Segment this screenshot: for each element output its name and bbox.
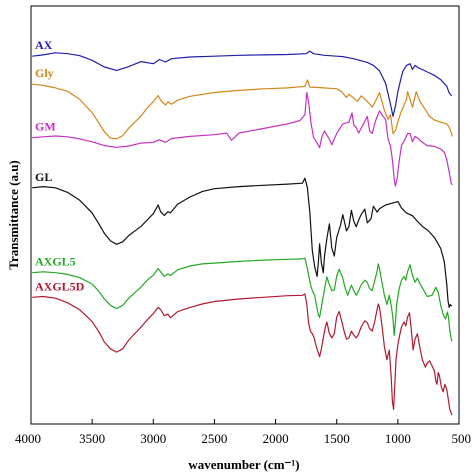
x-tick-label: 3500 (79, 431, 105, 446)
series-line-axgl5 (32, 257, 453, 342)
series-label-gly: Gly (35, 66, 54, 80)
series-line-ax (32, 50, 453, 117)
x-tick-label: 1000 (385, 431, 411, 446)
series-label-gl: GL (35, 170, 52, 184)
y-axis-title: Transmittance (a.u) (6, 160, 21, 270)
series-labels: AX Gly GM GL AXGL5 AXGL5D (35, 38, 85, 293)
x-tick-label: 2000 (263, 431, 289, 446)
x-tick-label: 2500 (201, 431, 227, 446)
series-label-axgl5: AXGL5 (35, 255, 76, 269)
x-axis-title: wavenumber (cm⁻¹) (188, 457, 299, 472)
x-tick-label: 4000 (15, 431, 41, 446)
x-tick-label: 500 (452, 431, 472, 446)
x-tick-label: 1500 (324, 431, 350, 446)
x-axis-ticks: 4000 3500 3000 2500 2000 1500 1000 500 (15, 419, 471, 446)
series-label-ax: AX (35, 38, 53, 52)
plot-frame (30, 5, 460, 425)
series-label-axgl5d: AXGL5D (35, 279, 85, 293)
x-tick-label: 3000 (140, 431, 166, 446)
series-lines (32, 50, 453, 416)
series-line-gm (32, 91, 453, 187)
series-line-gl (32, 177, 453, 308)
series-label-gm: GM (35, 120, 56, 134)
series-line-axgl5d (32, 293, 453, 416)
series-line-gly (32, 79, 453, 140)
